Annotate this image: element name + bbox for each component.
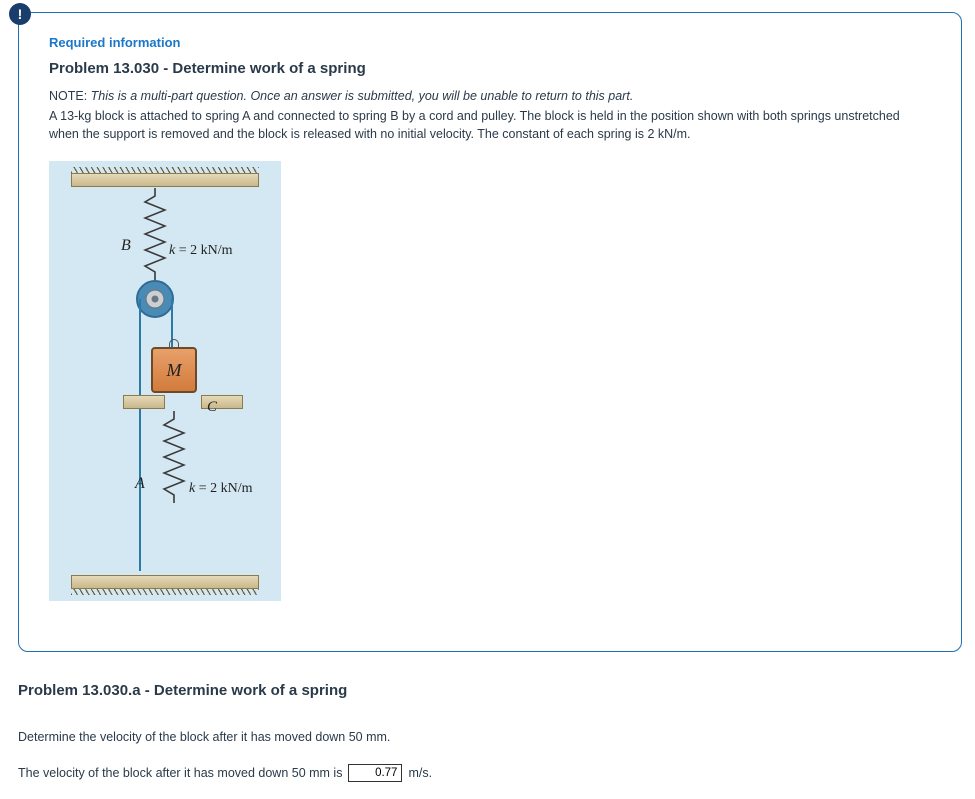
note-line: NOTE: This is a multi-part question. Onc… <box>49 87 931 105</box>
support-platform <box>123 395 245 409</box>
floor-beam <box>71 575 259 589</box>
answer-input[interactable] <box>348 764 402 782</box>
subpart-question: Determine the velocity of the block afte… <box>18 730 390 744</box>
problem-description: A 13-kg block is attached to spring A an… <box>49 107 919 143</box>
exclamation-icon: ! <box>18 6 23 22</box>
spring-constant-a: k = 2 kN/m <box>189 481 253 497</box>
subpart-title: Problem 13.030.a - Determine work of a s… <box>18 682 347 699</box>
label-b: B <box>121 237 131 255</box>
problem-title: Problem 13.030 - Determine work of a spr… <box>49 60 931 77</box>
answer-line: The velocity of the block after it has m… <box>18 764 432 782</box>
problem-card: ! Required information Problem 13.030 - … <box>18 12 962 652</box>
note-text: This is a multi-part question. Once an a… <box>91 89 634 103</box>
label-a: A <box>135 475 145 493</box>
ceiling-beam <box>71 173 259 187</box>
spring-b <box>143 188 167 280</box>
spring-constant-b: k = 2 kN/m <box>169 243 233 259</box>
required-info-label: Required information <box>49 35 931 50</box>
label-c: C <box>207 399 217 416</box>
spring-a <box>162 411 186 503</box>
floor-hatch <box>71 589 259 595</box>
answer-prefix: The velocity of the block after it has m… <box>18 766 342 780</box>
label-m: M <box>167 360 182 381</box>
alert-badge: ! <box>9 3 31 25</box>
problem-figure: B k = 2 kN/m M C A k = 2 kN/m <box>49 161 281 601</box>
cord-left <box>139 299 141 571</box>
pulley <box>135 279 175 319</box>
support-left <box>123 395 165 409</box>
block-mass: M <box>151 347 197 393</box>
note-prefix: NOTE: <box>49 89 91 103</box>
answer-unit: m/s. <box>408 766 432 780</box>
